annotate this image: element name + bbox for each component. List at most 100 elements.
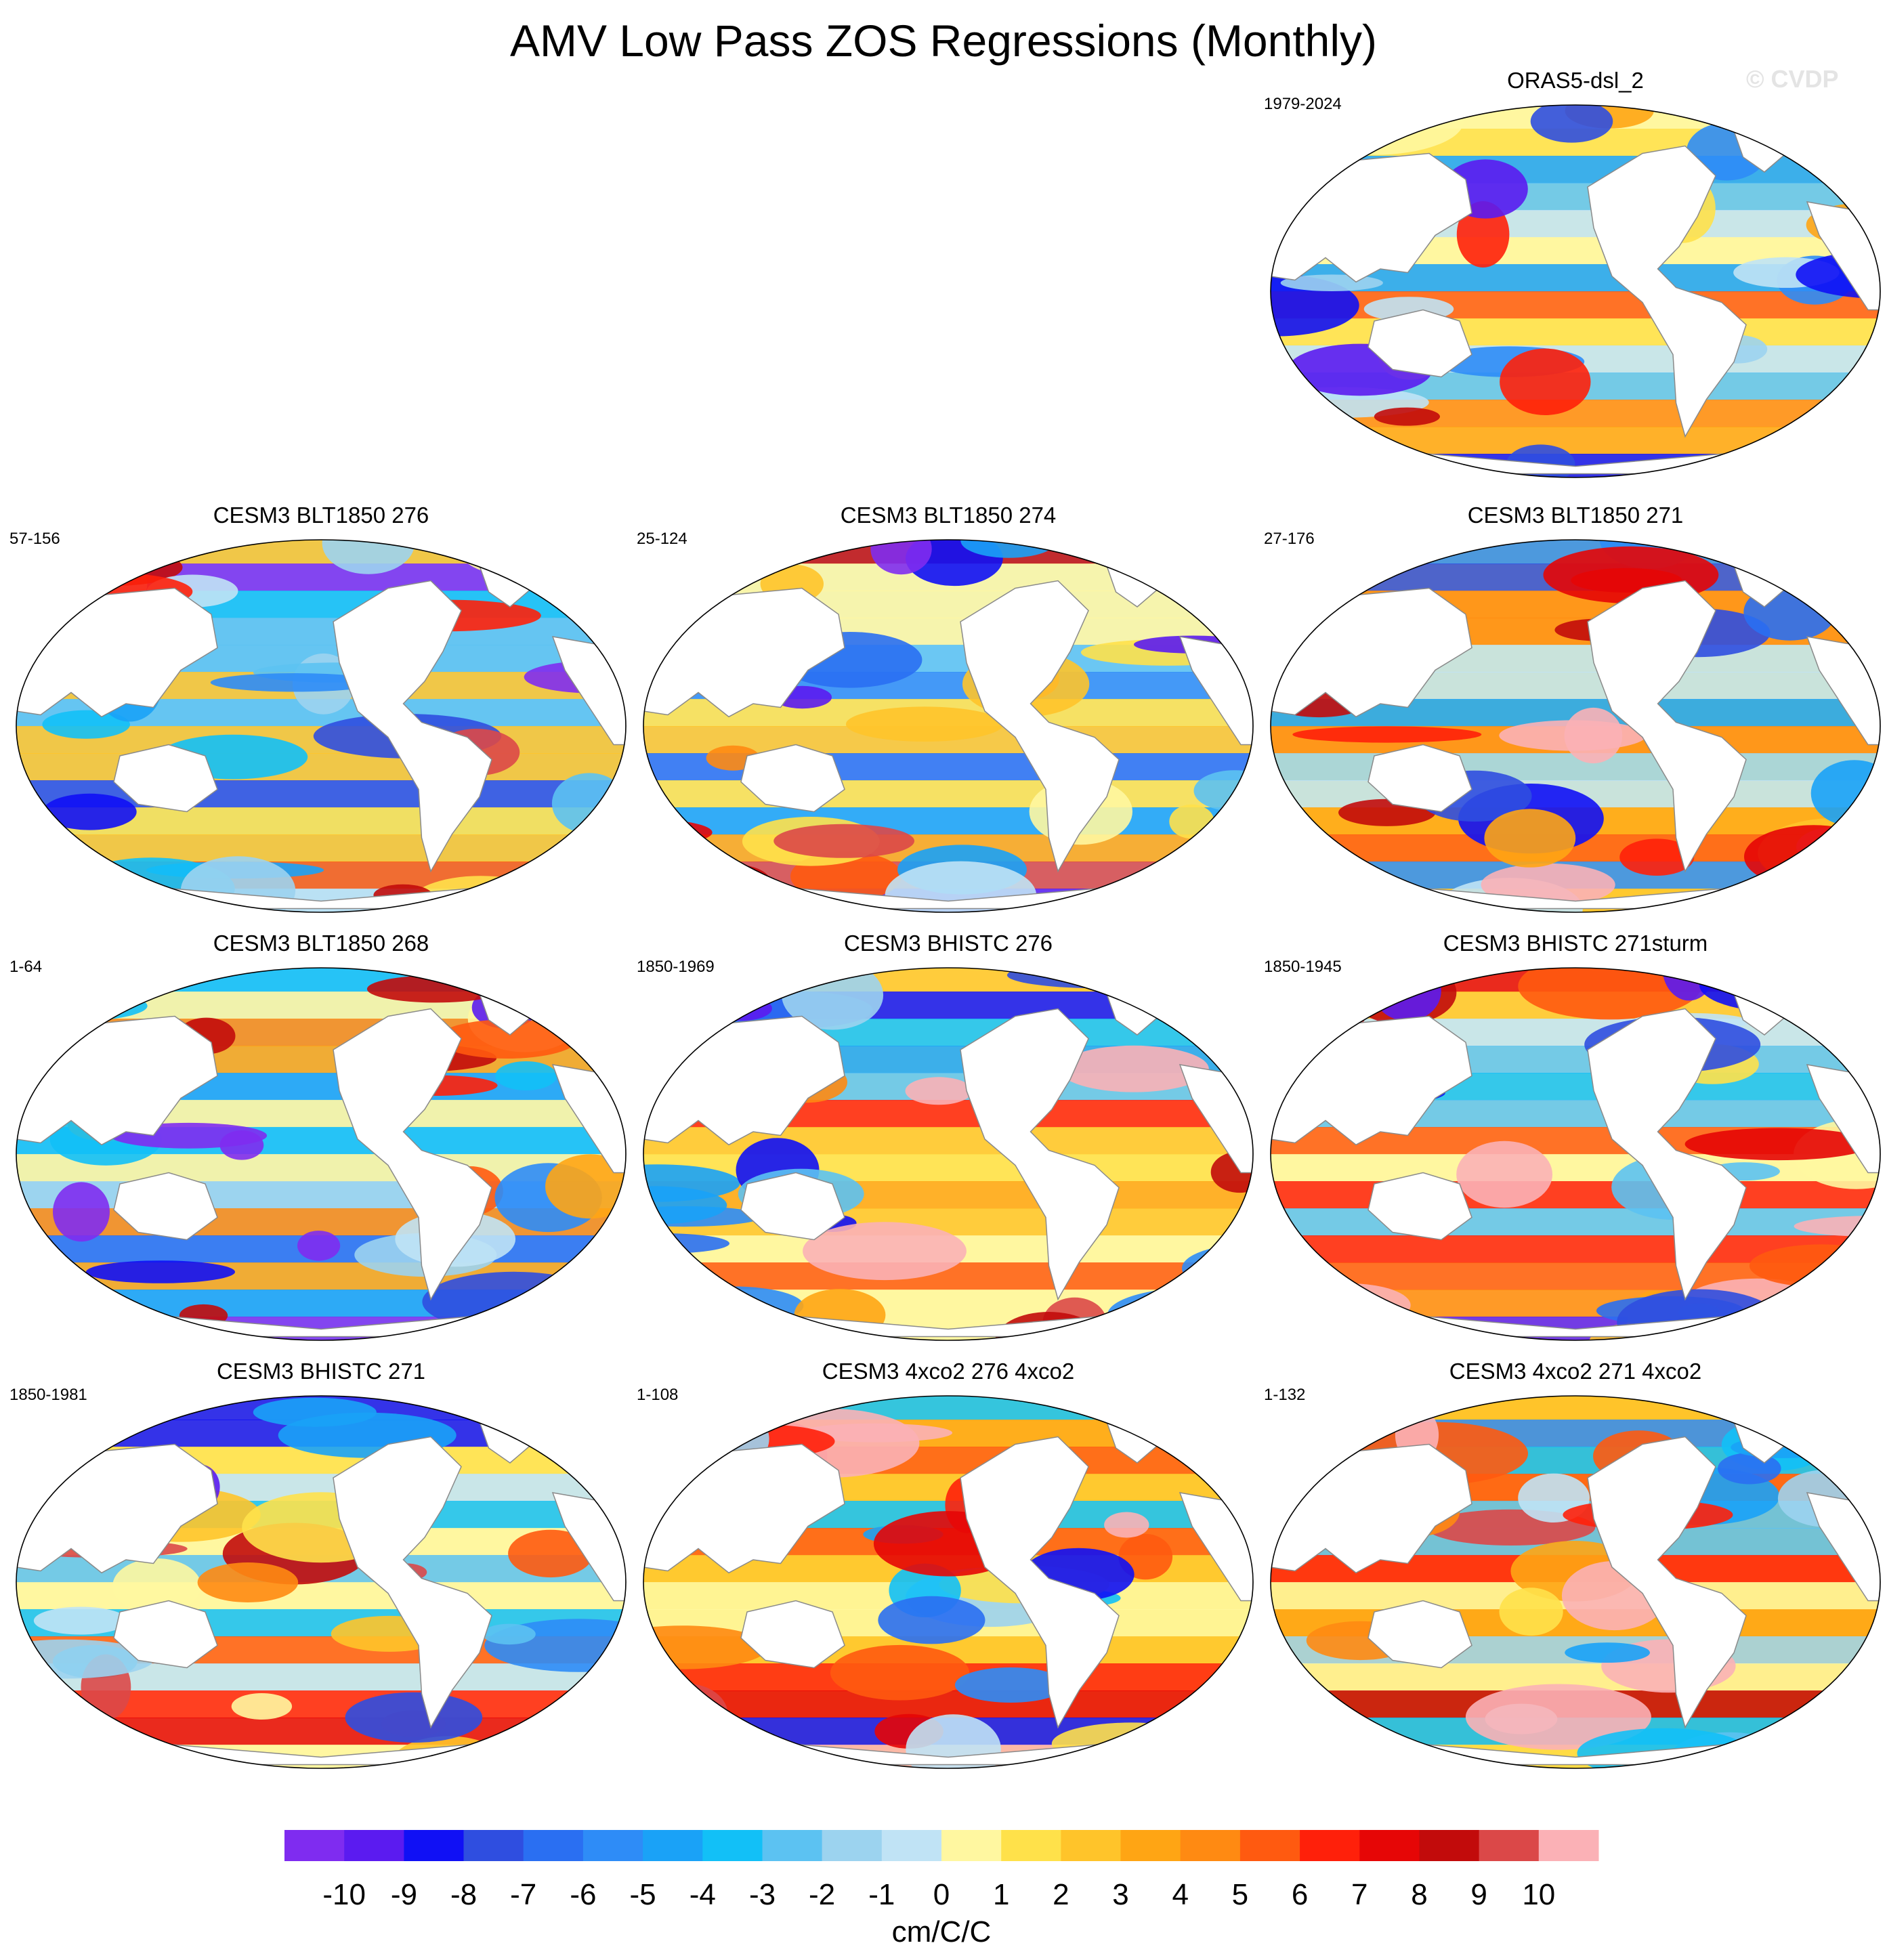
panel-title: CESM3 BLT1850 268 (213, 931, 429, 956)
panel-title: CESM3 BHISTC 271sturm (1443, 931, 1708, 956)
anomaly-blob (1286, 1283, 1411, 1327)
map-panel: CESM3 BHISTC 276 1850-1969 (637, 931, 1260, 1341)
anomaly-blob (1500, 348, 1591, 415)
map-outline (1270, 1395, 1881, 1769)
anomaly-band (16, 540, 626, 564)
map-svg (1270, 104, 1881, 478)
anomaly-blob (1484, 809, 1576, 868)
anomaly-blob (1565, 1642, 1650, 1663)
land-americas (960, 1008, 1120, 1301)
anomaly-band (16, 1290, 626, 1317)
land-americas (1587, 580, 1747, 873)
panel-years: 1850-1945 (1264, 958, 1342, 976)
anomaly-band (16, 992, 626, 1019)
colorbar-tick-label: 6 (1292, 1878, 1308, 1911)
colorbar-tick-label: 3 (1112, 1878, 1128, 1911)
colorbar-tick-label: 0 (933, 1878, 950, 1911)
anomaly-band (643, 1396, 1253, 1420)
anomaly-blob (551, 773, 626, 834)
land-australia (740, 744, 845, 813)
land-americas (333, 580, 492, 873)
panel-years: 1850-1981 (9, 1386, 87, 1404)
colorbar-tick-label: 1 (993, 1878, 1009, 1911)
land-americas (1587, 1008, 1747, 1301)
anomaly-blob (885, 861, 1037, 912)
map-outline (643, 967, 1254, 1341)
colorbar-swatch (1180, 1830, 1241, 1861)
colorbar-swatch (1479, 1830, 1540, 1861)
anomaly-blob (210, 673, 379, 692)
colorbar-swatch (1419, 1830, 1480, 1861)
anomaly-blob (1319, 540, 1402, 578)
land-australia (1367, 309, 1472, 378)
anomaly-blob (1209, 1293, 1253, 1340)
panel-title: CESM3 BLT1850 276 (213, 503, 429, 528)
anomaly-blob (582, 1679, 626, 1718)
colorbar-tick-label: 5 (1232, 1878, 1248, 1911)
colorbar-tick-label: 7 (1351, 1878, 1367, 1911)
colorbar-swatch (1538, 1830, 1599, 1861)
map-outline (16, 1395, 627, 1769)
anomaly-band (1271, 1420, 1880, 1447)
map-panel: CESM3 BLT1850 274 25-124 (637, 503, 1260, 913)
anomaly-band (1271, 318, 1880, 346)
anomaly-band (16, 1718, 626, 1745)
anomaly-blob (906, 1714, 1001, 1768)
colorbar-swatch (1359, 1830, 1420, 1861)
anomaly-band (643, 807, 1253, 835)
anomaly-band (643, 780, 1253, 808)
land-australia (113, 744, 218, 813)
land-australia (1367, 1172, 1472, 1241)
anomaly-blob (905, 1077, 973, 1105)
anomaly-band (1271, 427, 1880, 454)
panel-years: 25-124 (637, 530, 687, 548)
colorbar-swatch (1061, 1830, 1122, 1861)
colorbar-tick-label: -6 (570, 1878, 596, 1911)
panel-title: CESM3 BHISTC 271 (216, 1359, 426, 1384)
anomaly-blob (297, 1231, 341, 1261)
anomaly-blob (1749, 1244, 1880, 1287)
anomaly-blob (1499, 1588, 1563, 1636)
anomaly-blob (43, 793, 137, 830)
anomaly-blob (1059, 1045, 1209, 1092)
map-panel: CESM3 BLT1850 276 57-156 (9, 503, 633, 913)
colorbar-tick-label: 9 (1470, 1878, 1487, 1911)
map-svg (16, 1395, 627, 1769)
land-americas (333, 1008, 492, 1301)
map-svg (643, 1395, 1254, 1769)
anomaly-blob (42, 710, 130, 739)
anomaly-blob (643, 1186, 727, 1224)
land-australia (113, 1172, 218, 1241)
anomaly-blob (1104, 1512, 1149, 1538)
map-svg (643, 967, 1254, 1341)
land-australia (740, 1172, 845, 1241)
anomaly-band (16, 1582, 626, 1610)
colorbar-swatch (1300, 1830, 1360, 1861)
figure-title: AMV Low Pass ZOS Regressions (Monthly) (509, 16, 1378, 66)
panel-years: 1979-2024 (1264, 95, 1342, 113)
anomaly-blob (803, 1222, 967, 1281)
panel-years: 27-176 (1264, 530, 1315, 548)
map-panel: CESM3 BLT1850 268 1-64 (9, 931, 633, 1341)
colorbar-tick-label: -5 (630, 1878, 656, 1911)
colorbar-swatch (463, 1830, 524, 1861)
panel-title: CESM3 BLT1850 274 (840, 503, 1057, 528)
colorbar-tick-label: -4 (690, 1878, 716, 1911)
anomaly-blob (1159, 998, 1253, 1024)
anomaly-blob (1210, 1151, 1253, 1193)
colorbar-swatch (404, 1830, 465, 1861)
anomaly-band (643, 992, 1253, 1019)
colorbar-swatch (702, 1830, 763, 1861)
land-americas (960, 1436, 1120, 1729)
anomaly-blob (231, 1693, 293, 1720)
anomaly-blob (1771, 1729, 1880, 1768)
anomaly-blob (773, 824, 914, 858)
anomaly-blob (508, 1529, 593, 1578)
anomaly-blob (1851, 854, 1880, 872)
map-panel: CESM3 BHISTC 271sturm 1850-1945 (1264, 931, 1887, 1341)
anomaly-blob (1744, 825, 1880, 889)
map-outline (643, 1395, 1254, 1769)
anomaly-blob (954, 1667, 1067, 1703)
panel-years: 1-132 (1264, 1386, 1306, 1404)
anomaly-blob (197, 1562, 299, 1602)
